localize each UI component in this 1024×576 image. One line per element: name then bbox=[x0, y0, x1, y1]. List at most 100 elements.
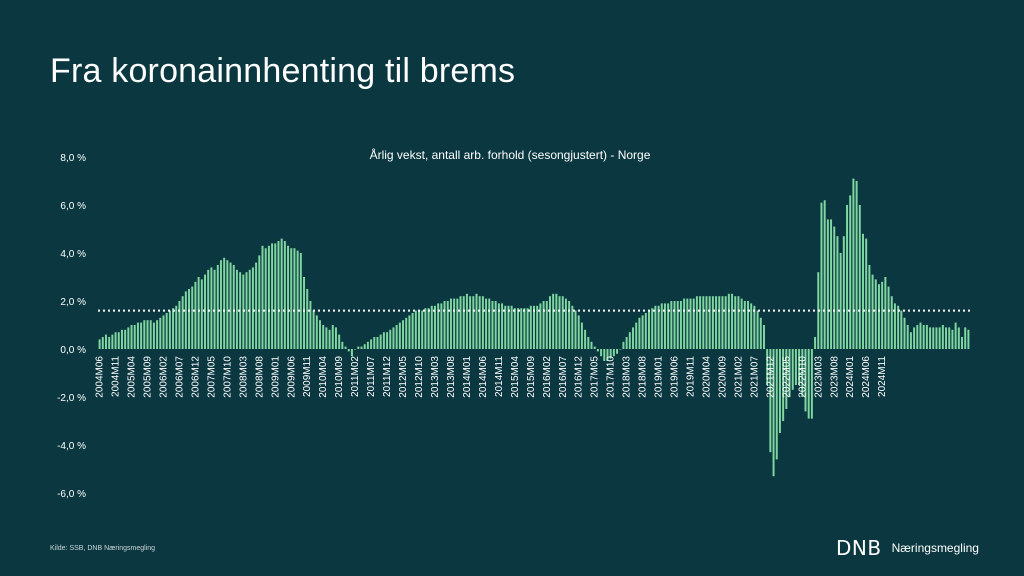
bar bbox=[328, 329, 331, 349]
bar bbox=[913, 327, 916, 349]
bar bbox=[571, 305, 574, 349]
bar bbox=[609, 349, 612, 359]
bar bbox=[386, 332, 389, 349]
bar bbox=[258, 255, 261, 349]
bar bbox=[628, 332, 631, 349]
bar bbox=[111, 334, 114, 349]
bar bbox=[568, 301, 571, 349]
bar bbox=[133, 325, 136, 349]
bar bbox=[296, 250, 299, 349]
bar bbox=[922, 325, 925, 349]
bar bbox=[130, 325, 133, 349]
bar bbox=[239, 272, 242, 349]
bar bbox=[961, 337, 963, 349]
bar bbox=[226, 260, 229, 349]
bar bbox=[287, 245, 290, 349]
x-tick-label: 2006M07 bbox=[174, 356, 185, 398]
x-tick-label: 2014M11 bbox=[494, 356, 505, 397]
bar bbox=[561, 296, 564, 349]
bar bbox=[242, 274, 245, 349]
bar bbox=[344, 346, 347, 349]
bar bbox=[433, 305, 436, 349]
slide-title: Fra koronainnhenting til brems bbox=[50, 52, 516, 90]
bar bbox=[849, 195, 852, 349]
bar bbox=[855, 181, 858, 349]
bar bbox=[105, 334, 107, 349]
bar bbox=[967, 329, 970, 349]
bar bbox=[820, 202, 823, 349]
x-tick-label: 2019M06 bbox=[670, 356, 681, 398]
bar bbox=[315, 315, 318, 349]
bar bbox=[453, 298, 456, 349]
bar bbox=[446, 301, 449, 349]
bar bbox=[868, 265, 871, 349]
x-tick-label: 2024M01 bbox=[845, 356, 856, 398]
bar bbox=[459, 296, 462, 349]
x-tick-label: 2011M07 bbox=[366, 356, 377, 397]
bar bbox=[686, 298, 689, 349]
bar bbox=[373, 337, 376, 349]
x-tick-label: 2022M05 bbox=[781, 356, 792, 398]
x-tick-label: 2012M05 bbox=[398, 356, 409, 398]
bar bbox=[833, 226, 836, 349]
bar bbox=[277, 241, 280, 349]
bar bbox=[421, 310, 424, 349]
x-tick-label: 2016M12 bbox=[574, 356, 585, 398]
x-tick-label: 2009M01 bbox=[270, 356, 281, 398]
bar bbox=[481, 296, 484, 349]
x-tick-label: 2017M10 bbox=[606, 356, 617, 398]
x-tick-label: 2005M04 bbox=[127, 356, 138, 398]
bar bbox=[207, 269, 210, 349]
bar bbox=[830, 219, 833, 349]
bar bbox=[718, 296, 721, 349]
bar bbox=[513, 308, 516, 349]
x-tick-label: 2009M06 bbox=[286, 356, 297, 398]
bar bbox=[261, 245, 264, 349]
bar bbox=[881, 281, 884, 349]
bar bbox=[759, 317, 762, 349]
bar bbox=[449, 298, 452, 349]
bar bbox=[395, 325, 398, 349]
bar bbox=[325, 327, 328, 349]
bar bbox=[897, 305, 900, 349]
bar bbox=[635, 322, 638, 349]
bar bbox=[663, 303, 666, 349]
bar bbox=[711, 296, 714, 349]
bar bbox=[235, 269, 238, 349]
x-tick-label: 2019M11 bbox=[686, 356, 697, 397]
bar bbox=[740, 298, 743, 349]
bar bbox=[501, 303, 504, 349]
bar bbox=[264, 248, 267, 349]
bar bbox=[216, 265, 219, 349]
x-tick-label: 2007M05 bbox=[206, 356, 217, 398]
x-tick-label: 2010M04 bbox=[318, 356, 329, 398]
x-tick-label: 2008M03 bbox=[238, 356, 249, 398]
x-tick-label: 2005M09 bbox=[143, 356, 154, 398]
bar bbox=[172, 308, 175, 349]
y-tick-label: -6,0 % bbox=[57, 489, 86, 500]
bar bbox=[114, 332, 117, 349]
bar bbox=[168, 310, 171, 349]
bar bbox=[683, 298, 686, 349]
bar bbox=[622, 341, 625, 349]
bar bbox=[900, 310, 903, 349]
bar bbox=[836, 236, 839, 349]
bar bbox=[826, 219, 829, 349]
bar bbox=[280, 238, 283, 349]
bar bbox=[491, 301, 494, 349]
bar bbox=[596, 349, 599, 352]
bar bbox=[379, 334, 382, 349]
bar bbox=[418, 310, 420, 349]
x-tick-label: 2014M06 bbox=[478, 356, 489, 398]
bar bbox=[494, 301, 497, 349]
bar bbox=[721, 296, 724, 349]
bar bbox=[654, 305, 657, 349]
bar bbox=[941, 325, 944, 349]
bar bbox=[909, 332, 912, 349]
x-tick-label: 2015M09 bbox=[526, 356, 537, 398]
bar bbox=[411, 313, 414, 349]
bar bbox=[334, 327, 337, 349]
x-tick-label: 2016M07 bbox=[558, 356, 569, 398]
bar bbox=[338, 334, 341, 349]
